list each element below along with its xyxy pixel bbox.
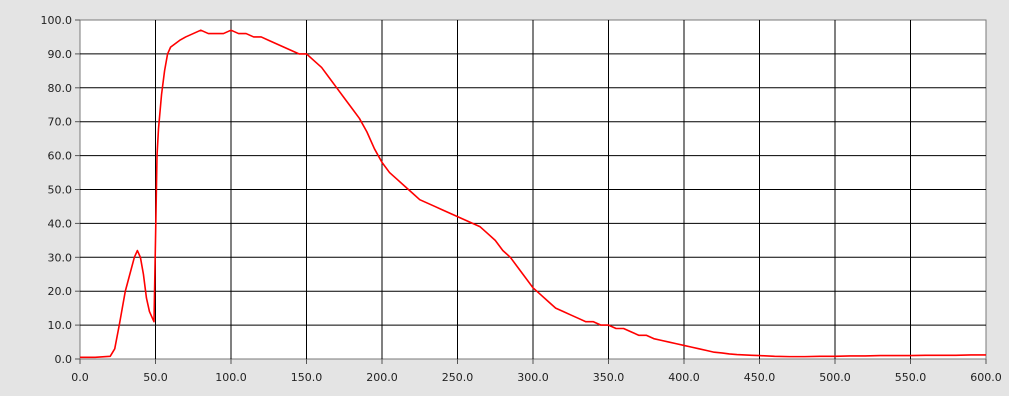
grid-lines	[80, 20, 986, 359]
y-tick-label: 80.0	[48, 82, 73, 95]
x-tick-label: 300.0	[517, 371, 549, 384]
y-tick-label: 0.0	[55, 353, 73, 366]
x-tick-label: 50.0	[143, 371, 168, 384]
x-tick-label: 600.0	[970, 371, 1002, 384]
y-tick-label: 90.0	[48, 48, 73, 61]
series-group	[80, 29, 986, 359]
y-tick-label: 60.0	[48, 150, 73, 163]
x-tick-label: 0.0	[71, 371, 89, 384]
x-axis-ticks: 0.0 50.0 100.0 150.0 200.0 250.0 300.0 350.0 400…	[71, 359, 1002, 384]
y-tick-label: 70.0	[48, 116, 73, 129]
y-tick-label: 10.0	[48, 319, 73, 332]
x-tick-label: 450.0	[744, 371, 776, 384]
y-tick-label: 50.0	[48, 184, 73, 197]
y-tick-label: 20.0	[48, 285, 73, 298]
y-tick-label: 40.0	[48, 217, 73, 230]
x-tick-label: 100.0	[215, 371, 247, 384]
x-tick-label: 200.0	[366, 371, 398, 384]
x-tick-label: 400.0	[668, 371, 700, 384]
series-line-0	[80, 29, 986, 359]
x-tick-label: 350.0	[593, 371, 625, 384]
x-tick-label: 250.0	[442, 371, 474, 384]
x-tick-label: 150.0	[291, 371, 323, 384]
x-tick-label: 500.0	[819, 371, 851, 384]
x-tick-label: 550.0	[895, 371, 927, 384]
y-axis-ticks: 0.0 10.0 20.0 30.0 40.0 50.0 60.0 70.0 80.0 90.0 1…	[41, 14, 80, 366]
y-tick-label: 100.0	[41, 14, 73, 27]
y-tick-label: 30.0	[48, 251, 73, 264]
